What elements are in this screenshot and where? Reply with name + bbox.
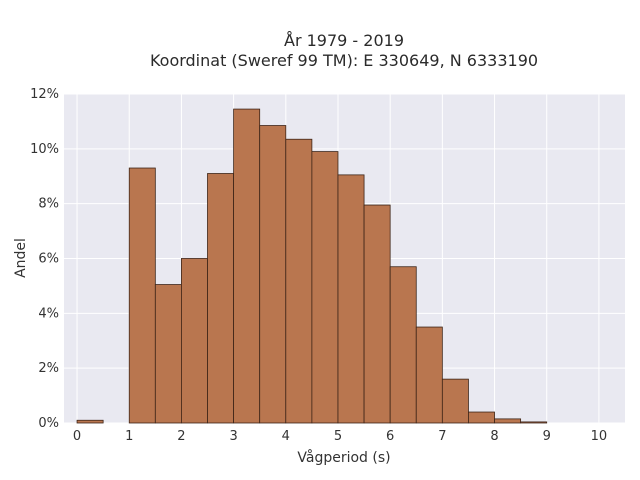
x-tick-label: 0 — [73, 429, 81, 444]
histogram-bar — [207, 173, 235, 424]
y-tick-label: 0% — [38, 416, 59, 431]
x-tick-label: 5 — [334, 429, 342, 444]
histogram-bar — [441, 378, 469, 424]
bars — [76, 108, 548, 424]
x-tick-label: 8 — [490, 429, 498, 444]
x-tick-label: 10 — [591, 429, 608, 444]
histogram-bar — [154, 284, 182, 424]
y-axis-ticks: 0% 2% 4% 6% 8% 10% 12% — [30, 87, 59, 431]
x-tick-label: 1 — [125, 429, 133, 444]
y-axis-label: Andel — [13, 238, 29, 278]
y-tick-label: 8% — [38, 197, 59, 212]
y-tick-label: 10% — [30, 142, 59, 157]
histogram-bar — [128, 167, 156, 424]
histogram-bar — [389, 266, 417, 424]
histogram-bar — [363, 204, 391, 424]
x-axis-label: Vågperiod (s) — [297, 449, 390, 466]
x-tick-label: 6 — [386, 429, 394, 444]
chart-subtitle: Koordinat (Sweref 99 TM): E 330649, N 63… — [150, 51, 538, 70]
histogram-bar — [468, 411, 495, 424]
y-tick-label: 2% — [38, 361, 59, 376]
x-tick-label: 3 — [229, 429, 237, 444]
y-tick-label: 12% — [30, 87, 59, 102]
histogram-bar — [233, 108, 261, 424]
histogram-bar — [415, 326, 443, 424]
x-tick-label: 2 — [177, 429, 185, 444]
histogram-bar — [520, 421, 548, 424]
x-tick-label: 9 — [543, 429, 551, 444]
histogram-bar — [259, 125, 287, 424]
y-tick-label: 6% — [38, 252, 59, 267]
x-tick-label: 7 — [438, 429, 446, 444]
y-tick-label: 4% — [38, 306, 59, 321]
x-axis-ticks: 0 1 2 3 4 5 6 7 8 9 10 — [73, 429, 607, 444]
histogram-bar — [337, 174, 365, 424]
x-tick-label: 4 — [282, 429, 290, 444]
chart-title: År 1979 - 2019 — [284, 31, 404, 50]
histogram-bar — [285, 138, 313, 424]
histogram-bar — [494, 418, 522, 424]
histogram-bar — [76, 419, 104, 424]
histogram-bar — [311, 151, 339, 424]
histogram-bar — [181, 258, 208, 424]
